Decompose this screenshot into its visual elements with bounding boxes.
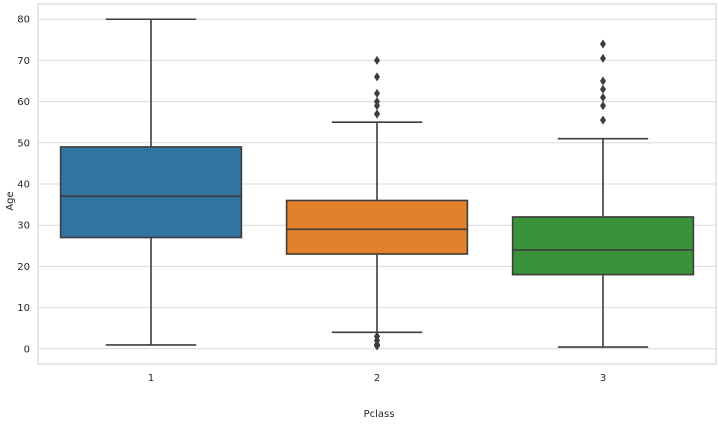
y-tick-label: 80 <box>17 15 30 26</box>
outlier-point <box>600 101 606 111</box>
boxes <box>59 18 695 351</box>
outlier-point <box>600 84 606 94</box>
outlier-point <box>600 93 606 103</box>
box-iqr <box>59 146 243 239</box>
outlier-point <box>600 76 606 86</box>
outlier-point <box>374 88 380 98</box>
box-group-3 <box>511 39 695 348</box>
outlier-point <box>600 53 606 63</box>
y-tick-label: 50 <box>17 138 30 149</box>
outlier-point <box>374 331 380 341</box>
y-axis-label: Age <box>5 191 16 210</box>
y-tick-label: 70 <box>17 56 30 67</box>
box-iqr <box>285 199 469 255</box>
x-tick-labels: 1 2 3 <box>148 373 606 384</box>
x-tick-label: 3 <box>600 373 606 384</box>
x-tick-label: 1 <box>148 373 154 384</box>
y-tick-label: 30 <box>17 221 30 232</box>
box-group-2 <box>285 55 469 351</box>
x-tick-label: 2 <box>374 373 380 384</box>
x-axis-label: Pclass <box>364 409 395 420</box>
outlier-point <box>600 39 606 49</box>
y-tick-label: 10 <box>17 303 30 314</box>
outlier-point <box>600 115 606 125</box>
outlier-point <box>374 72 380 82</box>
y-tick-label: 0 <box>24 344 30 355</box>
y-tick-labels: 0 10 20 30 40 50 60 70 80 <box>17 15 30 356</box>
y-tick-label: 40 <box>17 180 30 191</box>
y-tick-label: 20 <box>17 262 30 273</box>
box-group-1 <box>59 18 243 346</box>
box-iqr <box>511 216 695 276</box>
y-tick-label: 60 <box>17 97 30 108</box>
outlier-point <box>374 97 380 107</box>
outlier-point <box>374 55 380 65</box>
outlier-point <box>374 109 380 119</box>
